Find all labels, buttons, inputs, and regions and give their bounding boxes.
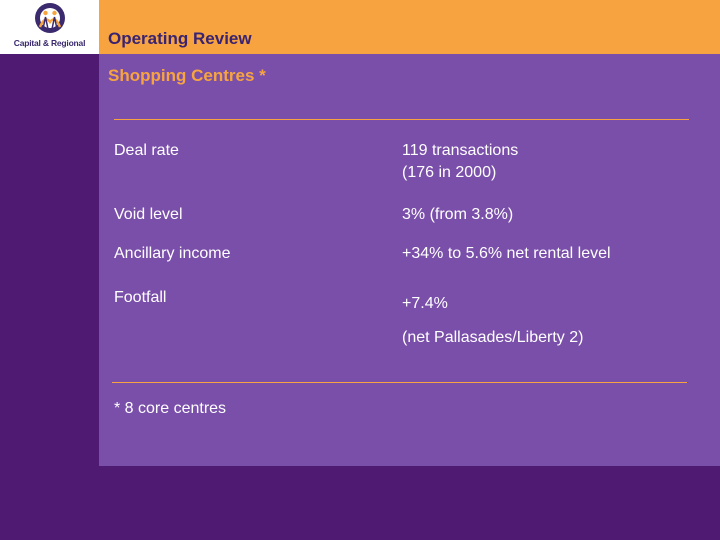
section-title: Shopping Centres *: [108, 66, 266, 85]
content-panel: Shopping Centres * Deal rate 119 transac…: [99, 54, 720, 466]
metric-value-line: 3% (from 3.8%): [402, 206, 514, 223]
metric-value-line: +34% to 5.6% net rental level: [402, 245, 611, 262]
metric-value-line: +7.4%: [402, 295, 448, 312]
metric-label-deal-rate: Deal rate: [114, 142, 179, 159]
metric-value-line: 119 transactions: [402, 142, 519, 159]
metric-value-deal-rate: 119 transactions (176 in 2000): [402, 140, 518, 184]
logo: Capital & Regional: [0, 0, 99, 54]
metric-value-line: (176 in 2000): [402, 164, 497, 181]
page-title: Operating Review: [108, 29, 252, 48]
metric-label-ancillary-income: Ancillary income: [114, 245, 231, 262]
metric-label-void-level: Void level: [114, 206, 183, 223]
header-bar: [99, 0, 720, 54]
metric-value-footfall: +7.4% (net Pallasades/Liberty 2): [402, 287, 583, 355]
footnote: * 8 core centres: [114, 400, 227, 417]
top-divider: [114, 119, 689, 120]
metric-value-ancillary-income: +34% to 5.6% net rental level: [402, 243, 611, 265]
metric-label-footfall: Footfall: [114, 289, 167, 306]
logo-wordmark: Capital & Regional: [13, 38, 86, 48]
bottom-divider: [112, 382, 687, 383]
metric-value-line: (net Pallasades/Liberty 2): [402, 329, 584, 346]
capital-regional-emblem-icon: [35, 3, 65, 33]
metric-value-void-level: 3% (from 3.8%): [402, 204, 513, 226]
